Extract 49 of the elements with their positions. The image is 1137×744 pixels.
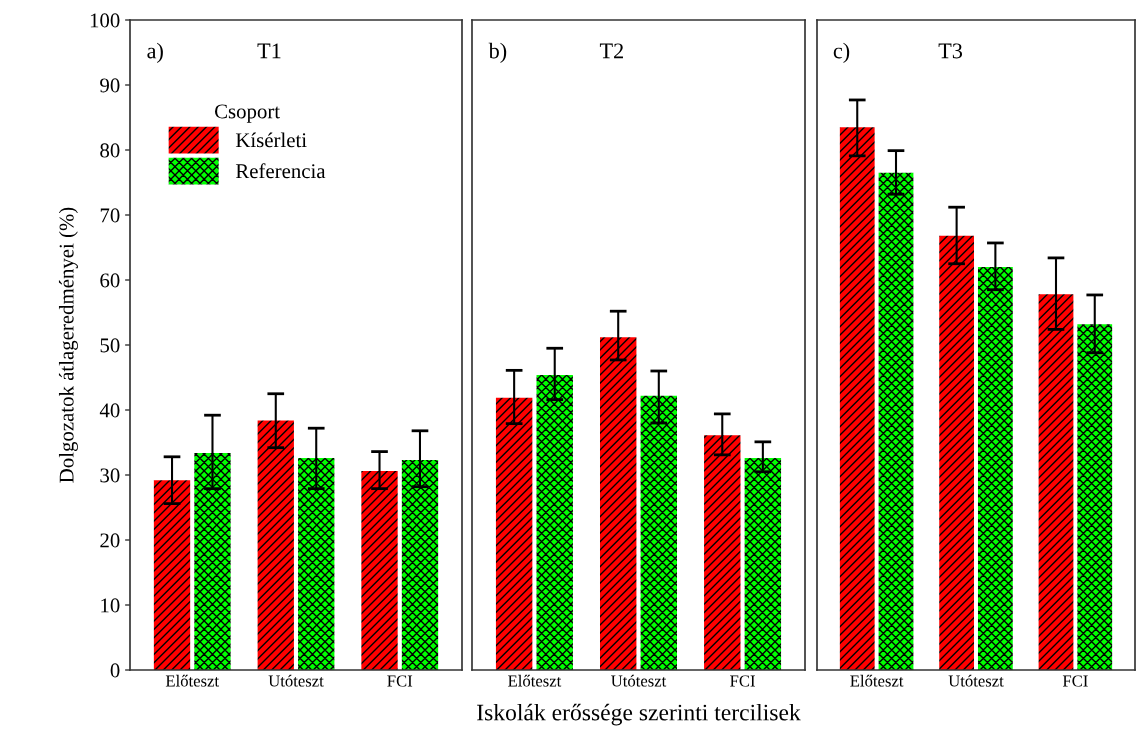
y-axis-title: Dolgozatok átlageredményei (%)	[58, 207, 78, 483]
bar	[495, 397, 533, 670]
bar	[878, 172, 914, 670]
annotation: T1	[257, 43, 281, 59]
y-tick-label: 80	[100, 143, 120, 158]
y-tick-label: 70	[100, 208, 120, 223]
x-tick-label: Előteszt	[165, 674, 219, 687]
bar	[1038, 294, 1074, 670]
annotation: T2	[599, 43, 623, 59]
x-tick-label: Előteszt	[850, 674, 904, 687]
annotation: a)	[147, 42, 163, 63]
annotation: b)	[488, 42, 507, 63]
bar	[744, 458, 782, 670]
y-tick-label: 50	[100, 338, 120, 353]
bar	[704, 435, 741, 670]
bar	[600, 337, 637, 670]
bar	[640, 395, 677, 670]
y-tick-label: 0	[110, 663, 120, 678]
bar	[194, 452, 231, 670]
x-tick-label: FCI	[387, 675, 413, 687]
x-axis-title: Iskolák erőssége szerinti tercilisek	[477, 703, 801, 726]
y-tick-label: 40	[99, 403, 120, 418]
bar	[257, 420, 294, 670]
legend-label: Kísérleti	[235, 132, 307, 148]
bar	[1077, 324, 1113, 670]
legend-title: Csoport	[214, 104, 280, 123]
x-tick-label: Utóteszt	[948, 674, 1004, 687]
x-tick-label: Előteszt	[508, 674, 562, 687]
bar	[361, 471, 398, 670]
y-tick-label: 30	[100, 468, 120, 483]
x-tick-label: FCI	[1062, 675, 1088, 687]
bar	[977, 267, 1013, 670]
y-tick-label: 100	[90, 13, 120, 28]
x-tick-label: Utóteszt	[611, 674, 667, 687]
x-tick-label: FCI	[730, 675, 755, 687]
bar	[839, 127, 875, 670]
legend-label: Referencia	[235, 163, 326, 179]
bar	[298, 458, 335, 670]
bar	[401, 460, 439, 670]
bar	[939, 235, 975, 670]
annotation: T3	[938, 43, 963, 59]
y-tick-label: 20	[100, 533, 120, 548]
y-tick-label: 90	[100, 78, 120, 93]
bar	[536, 374, 573, 670]
y-tick-label: 60	[100, 273, 120, 288]
x-tick-label: Utóteszt	[268, 674, 324, 687]
annotation: c)	[833, 42, 850, 63]
y-tick-label: 10	[101, 598, 120, 613]
bar	[153, 480, 191, 670]
